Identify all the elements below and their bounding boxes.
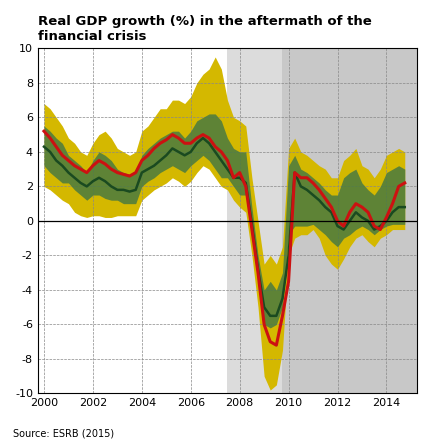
Text: Source: ESRB (2015): Source: ESRB (2015) — [13, 429, 114, 439]
Bar — [38, 49, 227, 393]
Text: Real GDP growth (%) in the aftermath of the
financial crisis: Real GDP growth (%) in the aftermath of … — [38, 15, 372, 43]
Bar — [227, 49, 283, 393]
Bar — [227, 49, 417, 393]
